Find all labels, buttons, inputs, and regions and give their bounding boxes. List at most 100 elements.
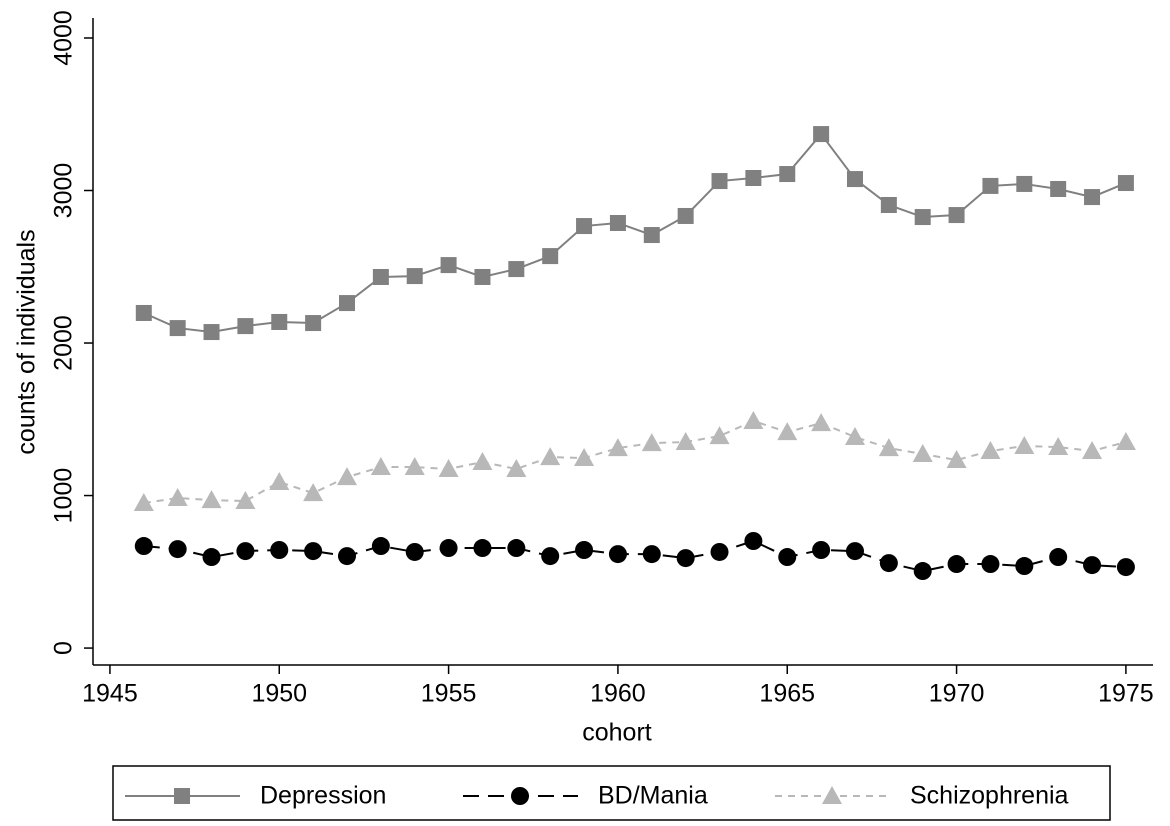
- data-point: [168, 540, 187, 559]
- series-line: [143, 419, 1127, 505]
- data-point: [1016, 175, 1033, 192]
- data-point: [608, 545, 627, 564]
- x-tick-label: 1950: [251, 680, 307, 708]
- data-point: [844, 426, 865, 445]
- data-point: [811, 413, 832, 432]
- data-point: [813, 126, 830, 143]
- data-point: [1050, 180, 1067, 197]
- data-point: [474, 268, 491, 285]
- data-point: [270, 540, 289, 559]
- data-point: [948, 207, 965, 224]
- data-point: [1116, 558, 1135, 577]
- data-point: [846, 171, 863, 188]
- data-point: [372, 268, 389, 285]
- data-point: [203, 324, 220, 341]
- data-point: [540, 447, 561, 466]
- data-point: [235, 491, 256, 510]
- data-point: [946, 450, 967, 469]
- data-point: [710, 542, 729, 561]
- data-point: [405, 542, 424, 561]
- data-point: [472, 451, 493, 470]
- data-point: [169, 320, 186, 337]
- x-tick-label: 1975: [1098, 680, 1154, 708]
- data-point: [677, 207, 694, 224]
- data-point: [576, 218, 593, 235]
- data-point: [439, 539, 458, 558]
- data-point: [575, 540, 594, 559]
- data-point: [507, 539, 526, 558]
- legend-label: Schizophrenia: [910, 782, 1069, 810]
- data-point: [438, 459, 459, 478]
- data-point: [269, 471, 290, 490]
- data-point: [473, 539, 492, 558]
- data-point: [271, 313, 288, 330]
- data-point: [711, 173, 728, 190]
- legend-marker: [511, 787, 529, 805]
- data-point: [1082, 441, 1103, 460]
- data-point: [336, 467, 357, 486]
- data-point: [745, 169, 762, 186]
- y-tick-label: 0: [50, 641, 78, 655]
- data-point: [1048, 437, 1069, 456]
- data-point: [542, 248, 559, 265]
- data-point: [201, 490, 222, 509]
- legend-marker: [822, 786, 842, 804]
- data-point: [912, 444, 933, 463]
- data-point: [304, 542, 323, 561]
- data-point: [370, 457, 391, 476]
- data-point: [643, 227, 660, 244]
- series-line: [143, 132, 1127, 334]
- data-point: [305, 315, 322, 332]
- data-point: [167, 487, 188, 506]
- data-point: [981, 555, 1000, 574]
- data-point: [135, 304, 152, 321]
- legend-box: [112, 765, 1111, 821]
- data-point: [406, 268, 423, 285]
- data-point: [947, 555, 966, 574]
- data-point: [202, 548, 221, 567]
- data-point: [1084, 189, 1101, 206]
- data-point: [980, 441, 1001, 460]
- y-tick-label: 3000: [50, 163, 78, 219]
- data-point: [303, 483, 324, 502]
- data-point: [1014, 435, 1035, 454]
- data-point: [508, 261, 525, 278]
- data-point: [607, 438, 628, 457]
- x-tick-label: 1945: [82, 680, 138, 708]
- data-point: [1015, 557, 1034, 576]
- legend-marker: [174, 788, 190, 804]
- data-point: [1117, 175, 1134, 192]
- data-point: [541, 547, 560, 566]
- data-point: [675, 432, 696, 451]
- data-point: [337, 547, 356, 566]
- data-point: [237, 318, 254, 335]
- x-tick-label: 1965: [759, 680, 815, 708]
- data-point: [134, 537, 153, 556]
- data-point: [812, 540, 831, 559]
- data-point: [779, 166, 796, 183]
- data-point: [338, 295, 355, 312]
- data-point: [609, 214, 626, 231]
- data-point: [878, 438, 899, 457]
- y-axis-title: counts of individuals: [13, 229, 41, 454]
- data-point: [440, 257, 457, 274]
- x-tick-label: 1960: [590, 680, 646, 708]
- data-point: [879, 554, 898, 573]
- data-point: [709, 426, 730, 445]
- data-point: [236, 542, 255, 561]
- data-point: [914, 209, 931, 226]
- data-point: [574, 448, 595, 467]
- y-tick-label: 1000: [50, 468, 78, 524]
- data-point: [133, 493, 154, 512]
- data-point: [982, 177, 999, 194]
- data-point: [778, 548, 797, 567]
- data-point: [1049, 548, 1068, 567]
- y-tick-label: 4000: [50, 10, 78, 66]
- data-point: [1115, 432, 1136, 451]
- x-tick-label: 1955: [421, 680, 477, 708]
- data-point: [743, 410, 764, 429]
- data-point: [404, 457, 425, 476]
- data-point: [676, 549, 695, 568]
- series-line: [143, 539, 1126, 573]
